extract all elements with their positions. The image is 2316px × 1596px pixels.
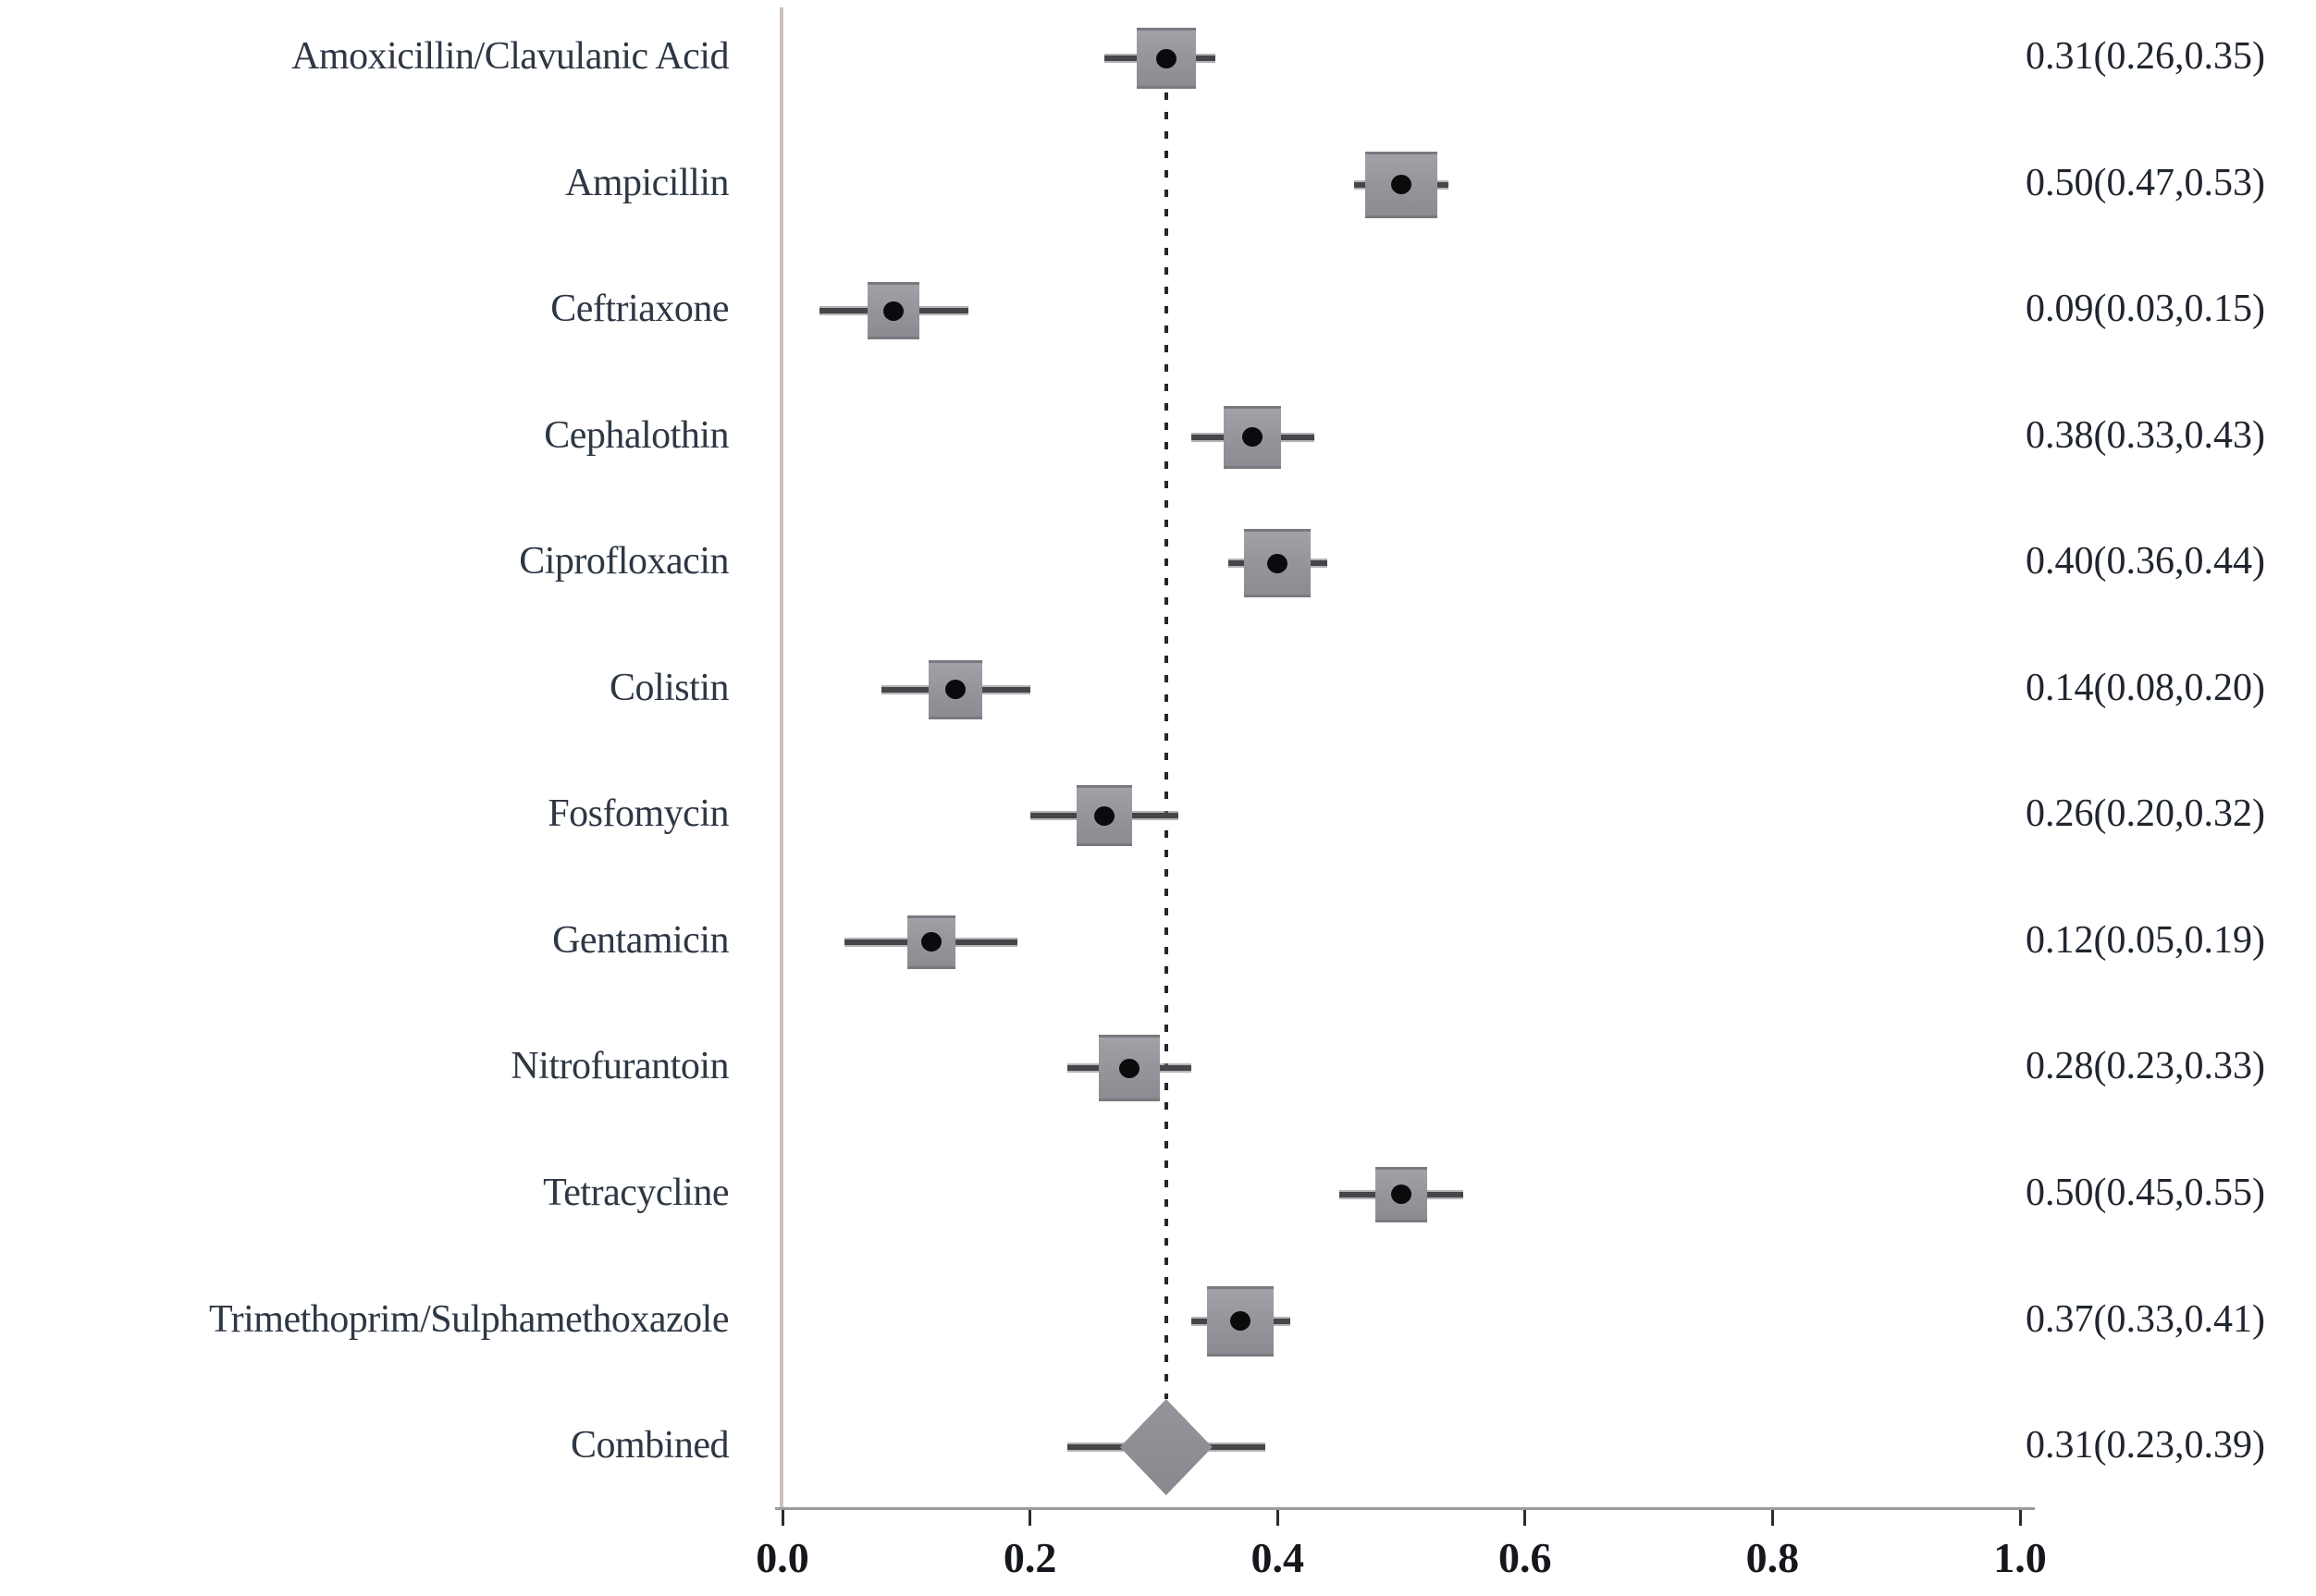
row-label: Combined	[571, 1424, 730, 1467]
y-axis-line	[780, 7, 783, 1507]
x-axis-tick	[2018, 1510, 2022, 1526]
reference-dashed-line	[1164, 92, 1168, 1400]
row-label: Ceftriaxone	[550, 288, 729, 331]
row-label: Ampicillin	[565, 161, 730, 204]
point-estimate-dot	[883, 301, 905, 321]
row-label: Colistin	[609, 666, 730, 709]
x-axis-tick-label: 0.8	[1745, 1534, 1800, 1581]
point-estimate-dot	[1391, 175, 1411, 195]
x-axis-tick-label: 0.4	[1250, 1534, 1304, 1581]
point-estimate-dot	[945, 680, 967, 700]
effect-estimate-value: 0.50(0.47,0.53)	[2026, 161, 2265, 204]
x-axis-tick	[781, 1510, 784, 1526]
point-estimate-dot	[920, 932, 942, 952]
effect-estimate-value: 0.40(0.36,0.44)	[2026, 540, 2265, 583]
effect-estimate-value: 0.14(0.08,0.20)	[2026, 666, 2265, 709]
effect-estimate-value: 0.31(0.26,0.35)	[2026, 35, 2265, 79]
row-label: Nitrofurantoin	[511, 1045, 729, 1088]
x-axis-tick-label: 1.0	[1993, 1534, 2047, 1581]
effect-estimate-value: 0.09(0.03,0.15)	[2026, 288, 2265, 331]
effect-estimate-value: 0.12(0.05,0.19)	[2026, 918, 2265, 962]
row-label: Amoxicillin/Clavulanic Acid	[291, 35, 729, 79]
row-label: Trimethoprim/Sulphamethoxazole	[208, 1297, 730, 1341]
row-label: Gentamicin	[552, 918, 729, 962]
effect-estimate-value: 0.28(0.23,0.33)	[2026, 1045, 2265, 1088]
point-estimate-dot	[1267, 553, 1288, 573]
x-axis-line	[775, 1507, 2035, 1510]
point-estimate-dot	[1242, 427, 1263, 448]
x-axis-tick-label: 0.0	[756, 1534, 809, 1581]
combined-diamond	[1119, 1399, 1213, 1496]
point-estimate-dot	[1093, 805, 1115, 826]
x-axis-tick-label: 0.2	[1003, 1534, 1057, 1581]
point-estimate-dot	[1118, 1058, 1140, 1078]
row-label: Cephalothin	[544, 413, 729, 457]
x-axis-tick	[1275, 1510, 1279, 1526]
x-axis-tick	[1770, 1510, 1774, 1526]
effect-estimate-value: 0.37(0.33,0.41)	[2026, 1297, 2265, 1341]
row-label: Fosfomycin	[548, 792, 729, 836]
x-axis-tick	[1029, 1510, 1032, 1526]
point-estimate-dot	[1155, 48, 1176, 68]
x-axis-tick	[1523, 1510, 1527, 1526]
x-axis-tick-label: 0.6	[1498, 1534, 1552, 1581]
effect-estimate-value: 0.38(0.33,0.43)	[2026, 413, 2265, 457]
row-label: Tetracycline	[543, 1172, 729, 1215]
point-estimate-dot	[1230, 1311, 1251, 1331]
effect-estimate-value: 0.26(0.20,0.32)	[2026, 792, 2265, 836]
row-label: Ciprofloxacin	[519, 540, 729, 583]
point-estimate-dot	[1391, 1185, 1411, 1205]
effect-estimate-value: 0.50(0.45,0.55)	[2026, 1172, 2265, 1215]
effect-estimate-value: 0.31(0.23,0.39)	[2026, 1424, 2265, 1467]
